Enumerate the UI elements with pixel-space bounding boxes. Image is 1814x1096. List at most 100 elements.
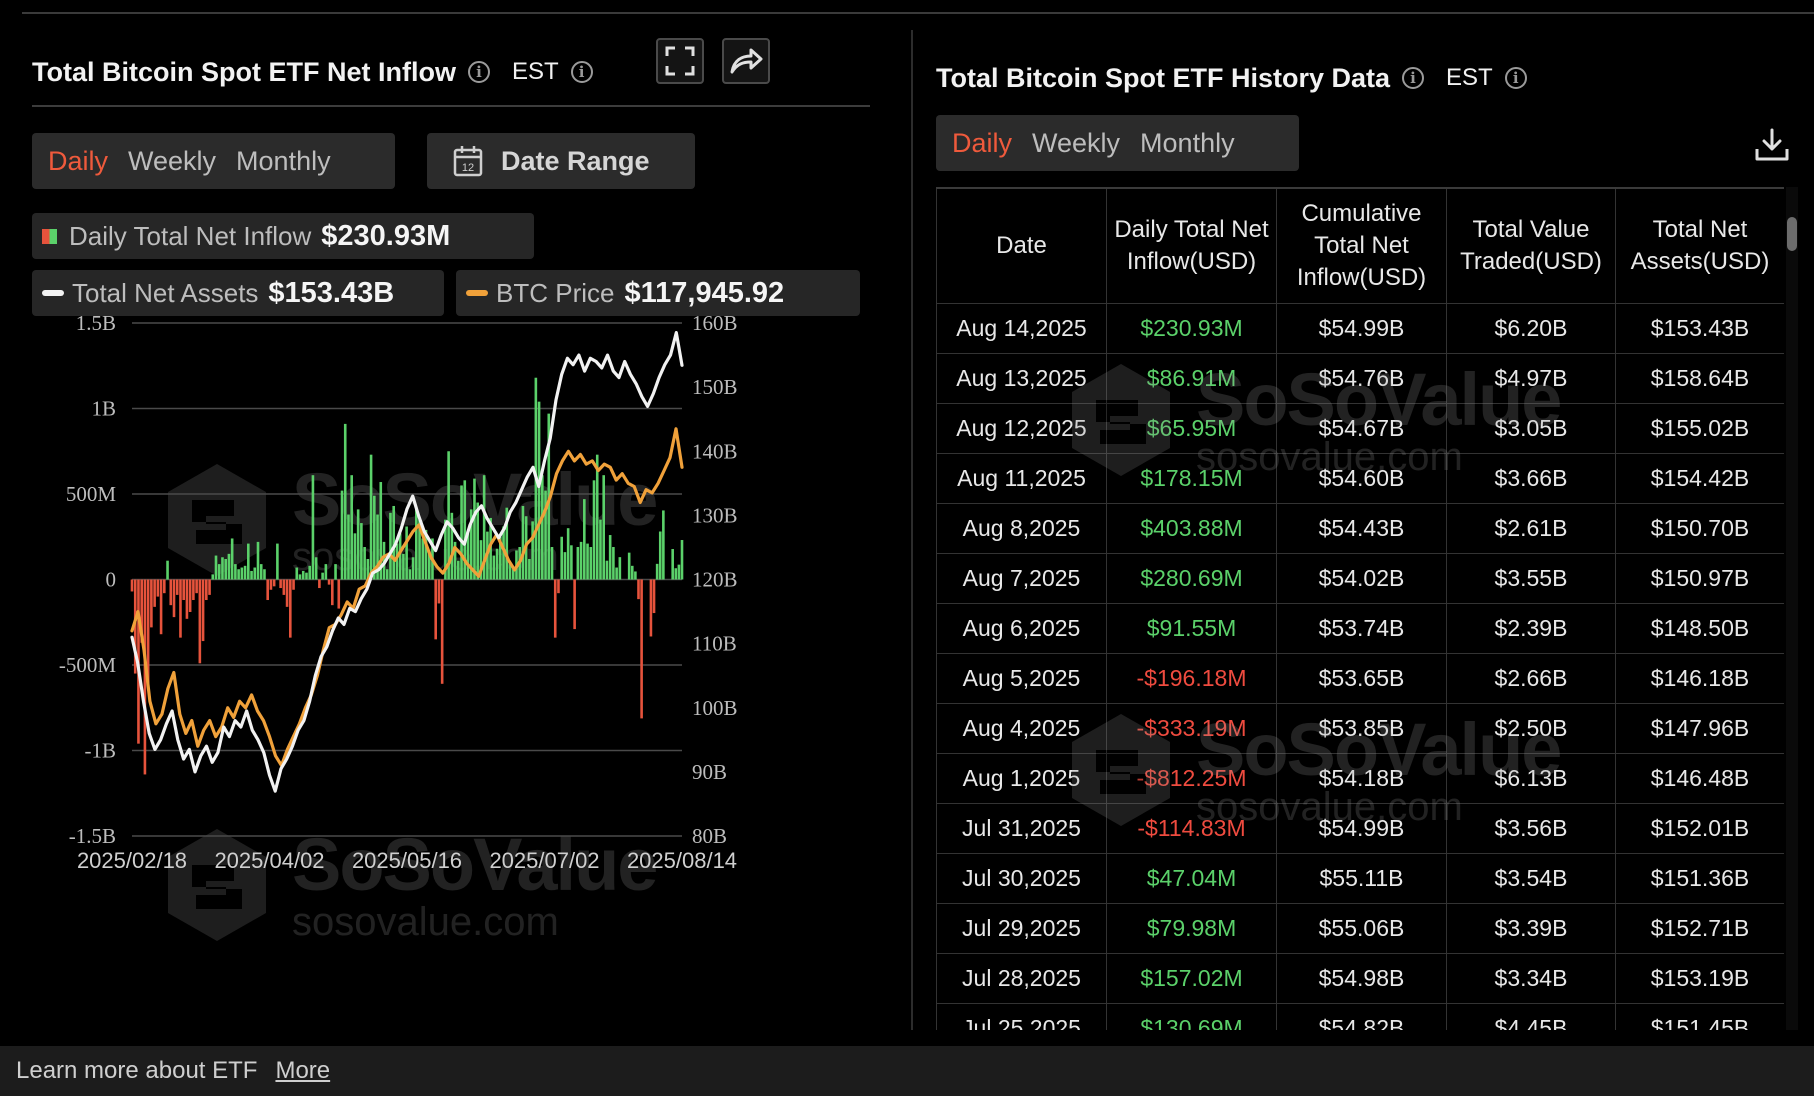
- inflow-bar: [427, 553, 431, 580]
- share-icon: [730, 48, 763, 74]
- inflow-bar: [563, 552, 567, 580]
- y-left-tick-label: 0: [106, 568, 117, 592]
- table-row[interactable]: Aug 13,2025 $86.91M $54.76B $4.97B $158.64B: [936, 353, 1784, 404]
- daily-inflow-cell: $280.69M: [1106, 553, 1277, 604]
- inflow-bar: [395, 543, 399, 580]
- tab-weekly[interactable]: Weekly: [128, 145, 217, 176]
- inflow-bar: [379, 482, 383, 580]
- table-scrollbar[interactable]: [1786, 187, 1798, 1030]
- timezone-info-icon[interactable]: i: [570, 61, 593, 83]
- legend-btc-price[interactable]: BTC Price $117,945.92: [456, 270, 860, 316]
- tab-monthly[interactable]: Monthly: [1140, 127, 1235, 158]
- inflow-bar: [350, 475, 353, 580]
- cumulative-inflow-cell: $54.82B: [1276, 1003, 1447, 1030]
- net-assets-cell: $150.97B: [1615, 553, 1784, 604]
- inflow-bar: [630, 565, 634, 580]
- inflow-bar: [655, 563, 659, 580]
- scrollbar-thumb[interactable]: [1787, 217, 1797, 251]
- value-traded-cell: $2.66B: [1446, 653, 1616, 704]
- top-rule: [22, 12, 1814, 14]
- table-row[interactable]: Jul 30,2025 $47.04M $55.11B $3.54B $151.36B: [936, 853, 1784, 904]
- inflow-bar: [192, 579, 195, 601]
- y-right-tick-label: 110B: [692, 632, 737, 656]
- inflow-bar: [398, 533, 402, 580]
- daily-inflow-cell: -$812.25M: [1106, 753, 1277, 804]
- table-row[interactable]: Aug 7,2025 $280.69M $54.02B $3.55B $150.97B: [936, 553, 1784, 604]
- y-left-tick-label: -1B: [85, 739, 117, 763]
- value-traded-cell: $6.13B: [1446, 753, 1616, 804]
- fullscreen-button[interactable]: [656, 38, 704, 84]
- date-cell: Aug 7,2025: [936, 553, 1107, 604]
- inflow-bar: [424, 529, 428, 580]
- table-row[interactable]: Aug 1,2025 -$812.25M $54.18B $6.13B $146.48B: [936, 753, 1784, 804]
- inflow-bar: [637, 579, 640, 600]
- download-button[interactable]: [1749, 122, 1795, 168]
- inflow-bar: [188, 579, 192, 612]
- inflow-bar: [195, 579, 198, 594]
- daily-inflow-cell: $65.95M: [1106, 403, 1277, 454]
- value-traded-cell: $4.97B: [1446, 353, 1616, 404]
- column-header-date[interactable]: Date: [936, 187, 1107, 304]
- inflow-bar: [671, 549, 674, 580]
- column-header-value-traded[interactable]: Total Value Traded(USD): [1446, 187, 1616, 304]
- x-tick-label: 2025/05/16: [352, 848, 462, 873]
- inflow-bar: [266, 579, 269, 601]
- inflow-bar: [595, 454, 599, 580]
- cumulative-inflow-cell: $54.67B: [1276, 403, 1447, 454]
- inflow-bar: [179, 579, 182, 638]
- y-right-tick-label: 100B: [692, 696, 738, 720]
- table-row[interactable]: Jul 28,2025 $157.02M $54.98B $3.34B $153.19B: [936, 953, 1784, 1004]
- daily-inflow-cell: $130.69M: [1106, 1003, 1277, 1030]
- inflow-bar: [389, 512, 392, 580]
- table-row[interactable]: Aug 11,2025 $178.15M $54.60B $3.66B $154.42B: [936, 453, 1784, 504]
- net-inflow-chart[interactable]: 1.5B 1B 500M 0 -500M -1B -1.5B 160B 150B 140B 130B…: [32, 30, 872, 1030]
- inflow-bar: [227, 553, 231, 580]
- column-header-daily-inflow[interactable]: Daily Total Net Inflow(USD): [1106, 187, 1277, 304]
- daily-inflow-cell: $86.91M: [1106, 353, 1277, 404]
- assets-swatch: [42, 290, 64, 296]
- info-icon[interactable]: i: [1402, 67, 1425, 89]
- inflow-bar: [576, 547, 580, 580]
- download-icon: [1755, 128, 1789, 161]
- inflow-bar: [649, 579, 653, 637]
- tab-weekly[interactable]: Weekly: [1032, 127, 1121, 158]
- inflow-bar: [301, 570, 305, 580]
- column-header-cumulative-inflow[interactable]: Cumulative Total Net Inflow(USD): [1276, 187, 1447, 304]
- legend-total-net-assets[interactable]: Total Net Assets $153.43B: [32, 270, 444, 316]
- more-link[interactable]: More: [275, 1057, 331, 1084]
- inflow-bar: [289, 579, 292, 638]
- inflow-bar: [360, 523, 363, 580]
- column-header-net-assets[interactable]: Total Net Assets(USD): [1615, 187, 1784, 304]
- share-button[interactable]: [722, 38, 770, 84]
- info-icon[interactable]: i: [467, 61, 490, 83]
- cumulative-inflow-cell: $55.06B: [1276, 903, 1447, 954]
- inflow-bar: [292, 579, 295, 590]
- tab-daily[interactable]: Daily: [48, 145, 109, 176]
- table-row[interactable]: Aug 8,2025 $403.88M $54.43B $2.61B $150.70B: [936, 503, 1784, 554]
- inflow-bar: [259, 564, 263, 580]
- date-range-button[interactable]: 12 Date Range: [427, 133, 695, 189]
- daily-inflow-cell: $403.88M: [1106, 503, 1277, 554]
- table-row[interactable]: Aug 5,2025 -$196.18M $53.65B $2.66B $146.18B: [936, 653, 1784, 704]
- tab-daily[interactable]: Daily: [952, 127, 1013, 158]
- inflow-bar: [305, 572, 308, 580]
- timezone-info-icon[interactable]: i: [1504, 67, 1527, 89]
- tab-monthly[interactable]: Monthly: [236, 145, 331, 176]
- table-row[interactable]: Jul 25,2025 $130.69M $54.82B $4.45B $151.45B: [936, 1003, 1784, 1030]
- table-row[interactable]: Jul 29,2025 $79.98M $55.06B $3.39B $152.71B: [936, 903, 1784, 954]
- history-table-container[interactable]: Date Daily Total Net Inflow(USD) Cumulat…: [936, 187, 1784, 1030]
- table-row[interactable]: Aug 12,2025 $65.95M $54.67B $3.05B $155.02B: [936, 403, 1784, 454]
- table-row[interactable]: Aug 14,2025 $230.93M $54.99B $6.20B $153.43B: [936, 303, 1784, 354]
- inflow-bar: [295, 567, 299, 580]
- inflow-bar: [495, 548, 499, 580]
- table-row[interactable]: Aug 6,2025 $91.55M $53.74B $2.39B $148.50B: [936, 603, 1784, 654]
- y-right-tick-label: 130B: [692, 503, 738, 527]
- table-row[interactable]: Jul 31,2025 -$114.83M $54.99B $3.56B $152.01…: [936, 803, 1784, 854]
- table-row[interactable]: Aug 4,2025 -$333.19M $53.85B $2.50B $147.96B: [936, 703, 1784, 754]
- legend-daily-inflow[interactable]: Daily Total Net Inflow $230.93M: [32, 213, 534, 259]
- history-title: Total Bitcoin Spot ETF History Data: [936, 62, 1391, 93]
- value-traded-cell: $3.54B: [1446, 853, 1616, 904]
- y-right-tick-label: 160B: [692, 311, 738, 335]
- inflow-bar: [658, 531, 662, 580]
- date-cell: Jul 25,2025: [936, 1003, 1107, 1030]
